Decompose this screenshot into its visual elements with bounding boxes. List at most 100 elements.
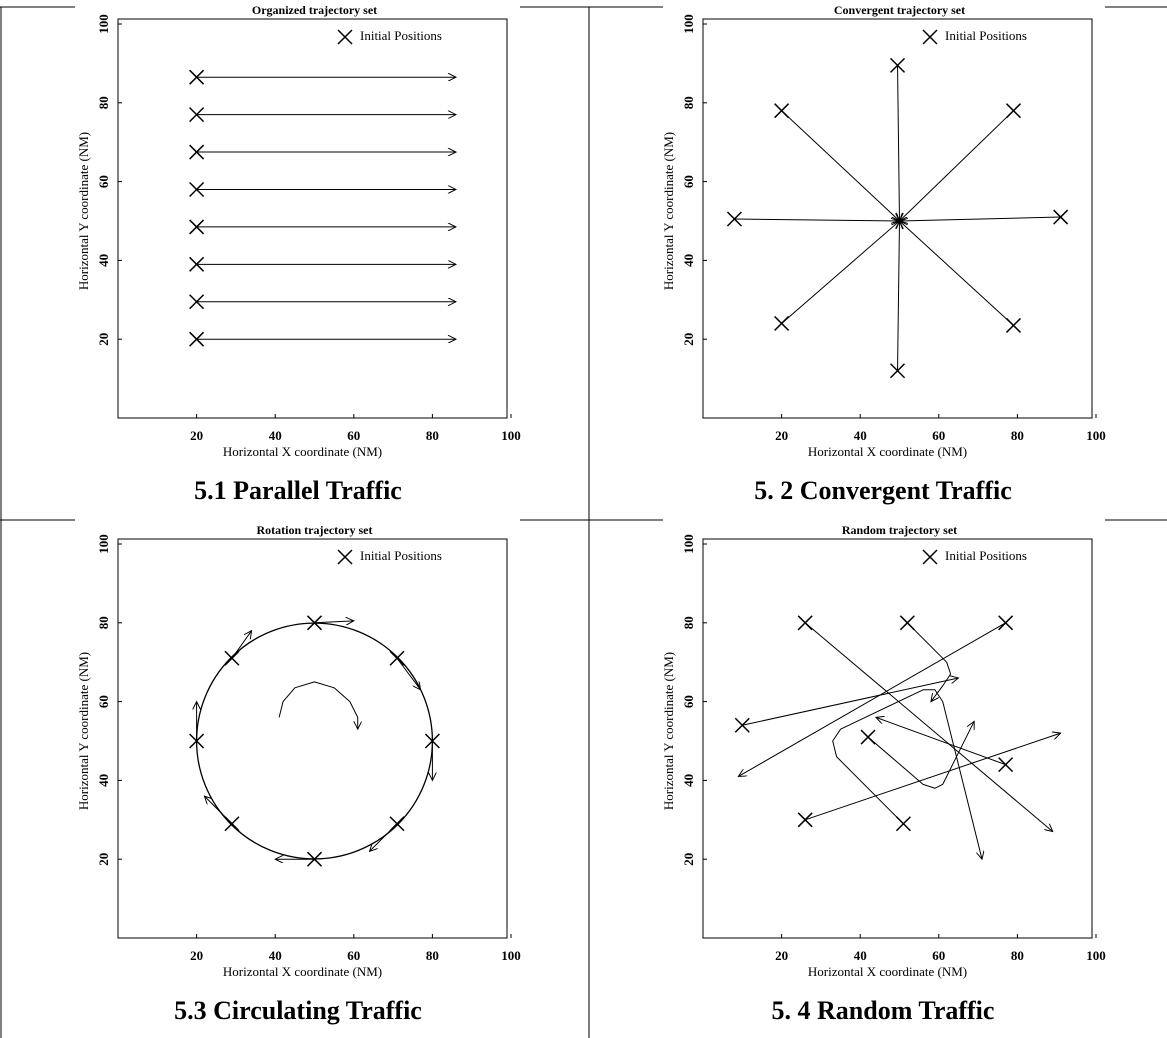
plot-frame xyxy=(702,18,1093,419)
panel-borders xyxy=(0,6,1167,1038)
chart-panel: Organized trajectory set 5.1 Parallel Tra… xyxy=(76,3,521,505)
y-tick-label: 100 xyxy=(681,14,696,34)
initial-position xyxy=(189,331,205,347)
initial-position xyxy=(797,812,813,828)
caption: 5. 4 Random Traffic xyxy=(772,996,995,1025)
y-tick-label: 40 xyxy=(96,774,111,787)
trajectory xyxy=(396,657,421,690)
chart-panel: Rotation trajectory set 5.3 Circulating T… xyxy=(76,523,521,1025)
y-tick-label: 60 xyxy=(96,175,111,188)
y-tick-label: 20 xyxy=(681,333,696,346)
x-tick-label: 60 xyxy=(932,428,945,443)
initial-position xyxy=(389,816,405,832)
y-tick-label: 40 xyxy=(96,254,111,267)
x-tick-label: 20 xyxy=(190,428,203,443)
trajectory xyxy=(900,216,1061,221)
trajectory xyxy=(876,717,1006,766)
chart-title: Rotation trajectory set xyxy=(257,523,373,537)
initial-position xyxy=(389,650,405,666)
initial-position xyxy=(189,181,205,198)
y-tick-label: 80 xyxy=(681,616,696,629)
caption: 5.3 Circulating Traffic xyxy=(174,996,422,1025)
y-tick-label: 40 xyxy=(681,254,696,267)
initial-position xyxy=(189,144,205,160)
y-tick-label: 20 xyxy=(96,333,111,346)
trajectory xyxy=(781,221,900,324)
initial-position xyxy=(189,69,205,85)
y-axis-label: Horizontal Y coordinate (NM) xyxy=(661,652,676,810)
initial-position xyxy=(306,615,323,631)
y-tick-label: 100 xyxy=(96,14,111,34)
y-tick-label: 80 xyxy=(681,96,696,109)
trajectory xyxy=(832,689,982,859)
y-tick-label: 60 xyxy=(681,695,696,708)
trajectory xyxy=(898,65,900,221)
x-tick-label: 80 xyxy=(1011,428,1024,443)
initial-position xyxy=(726,211,742,227)
x-axis-label: Horizontal X coordinate (NM) xyxy=(223,964,382,979)
initial-position xyxy=(998,757,1014,773)
initial-position xyxy=(189,294,205,310)
trajectory xyxy=(804,622,1053,832)
x-axis-label: Horizontal X coordinate (NM) xyxy=(808,964,967,979)
trajectory xyxy=(738,622,1006,777)
initial-position xyxy=(306,851,323,867)
legend-marker xyxy=(337,549,353,565)
x-tick-label: 20 xyxy=(775,428,788,443)
initial-position xyxy=(774,315,790,331)
chart-title: Convergent trajectory set xyxy=(834,3,965,17)
caption: 5.1 Parallel Traffic xyxy=(194,476,402,505)
initial-position xyxy=(1053,209,1069,225)
x-tick-label: 80 xyxy=(426,428,439,443)
legend-marker xyxy=(922,29,938,45)
trajectory xyxy=(278,681,358,729)
legend-label: Initial Positions xyxy=(360,28,442,43)
initial-position xyxy=(895,816,911,832)
initial-position xyxy=(899,615,915,631)
y-tick-label: 60 xyxy=(96,695,111,708)
chart-panel: Convergent trajectory set 5. 2 Convergent… xyxy=(661,3,1106,505)
x-tick-label: 80 xyxy=(1011,948,1024,963)
trajectory xyxy=(867,721,974,789)
initial-position xyxy=(774,103,790,119)
x-tick-label: 80 xyxy=(426,948,439,963)
initial-position xyxy=(890,363,906,379)
x-tick-label: 100 xyxy=(1086,428,1106,443)
x-axis-label: Horizontal X coordinate (NM) xyxy=(808,444,967,459)
trajectory xyxy=(900,110,1014,221)
trajectory xyxy=(314,621,354,623)
trajectory xyxy=(805,733,1060,821)
initial-position xyxy=(797,615,813,631)
x-tick-label: 100 xyxy=(501,428,521,443)
x-tick-label: 60 xyxy=(932,948,945,963)
y-tick-label: 60 xyxy=(681,175,696,188)
trajectory xyxy=(900,221,1014,326)
y-tick-label: 20 xyxy=(96,853,111,866)
legend-marker xyxy=(337,29,353,45)
plot-frame xyxy=(702,538,1093,939)
trajectory xyxy=(907,622,952,702)
y-tick-label: 100 xyxy=(681,534,696,554)
caption: 5. 2 Convergent Traffic xyxy=(754,476,1012,505)
legend-marker xyxy=(922,549,938,565)
trajectory xyxy=(898,221,900,371)
chart-title: Random trajectory set xyxy=(842,523,957,537)
x-tick-label: 100 xyxy=(1086,948,1106,963)
plot-frame xyxy=(117,538,508,939)
y-tick-label: 20 xyxy=(681,853,696,866)
y-axis-label: Horizontal Y coordinate (NM) xyxy=(76,652,91,810)
y-tick-label: 100 xyxy=(96,534,111,554)
initial-position xyxy=(424,733,440,749)
initial-position xyxy=(1005,103,1022,119)
trajectory xyxy=(781,110,900,221)
y-axis-label: Horizontal Y coordinate (NM) xyxy=(76,132,91,290)
initial-position xyxy=(734,717,750,733)
initial-position xyxy=(1005,317,1022,333)
x-tick-label: 20 xyxy=(190,948,203,963)
trajectory xyxy=(734,219,899,221)
initial-position xyxy=(860,729,876,745)
initial-position xyxy=(189,733,205,749)
y-tick-label: 80 xyxy=(96,96,111,109)
initial-position xyxy=(189,256,205,272)
chart-title: Organized trajectory set xyxy=(252,3,377,17)
